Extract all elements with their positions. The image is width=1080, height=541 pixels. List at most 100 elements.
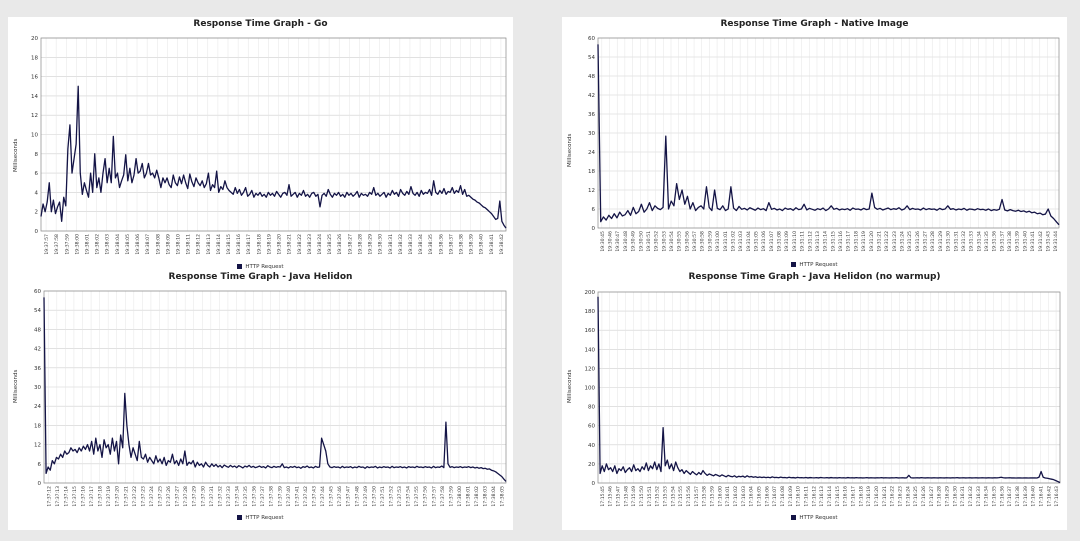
y-tick-label: 140 <box>585 347 596 353</box>
chart-title: Response Time Graph - Native Image <box>720 19 909 29</box>
chart-panel-native-image: Response Time Graph - Native Image Milli… <box>562 17 1067 273</box>
y-tick-label: 180 <box>585 309 596 315</box>
x-tick-label: 17:16:25 <box>913 486 919 507</box>
x-tick-label: 17:37:43 <box>312 486 318 507</box>
series-line <box>40 85 507 229</box>
x-tick-label: 19:38:12 <box>196 234 202 255</box>
legend-label: HTTP Request <box>245 515 284 521</box>
x-tick-label: 17:16:09 <box>788 486 794 507</box>
x-tick-label: 17:16:00 <box>717 486 723 507</box>
x-tick-label: 19:31:12 <box>807 231 813 252</box>
x-tick-label: 17:37:45 <box>329 486 335 507</box>
x-tick-label: 17:16:39 <box>1023 486 1029 507</box>
x-tick-label: 19:37:57 <box>44 234 50 255</box>
x-tick-label: 17:38:02 <box>474 486 480 507</box>
x-tick-label: 17:15:50 <box>639 486 645 507</box>
x-tick-label: 19:30:58 <box>700 231 706 252</box>
x-tick-label: 19:38:18 <box>256 234 262 255</box>
x-tick-label: 17:16:19 <box>866 486 872 507</box>
x-tick-label: 19:38:21 <box>287 234 293 255</box>
x-tick-label: 19:38:19 <box>266 234 272 255</box>
x-tick-label: 17:37:37 <box>260 486 266 507</box>
x-tick-label: 19:38:34 <box>418 234 424 255</box>
x-tick-label: 19:31:27 <box>923 231 929 252</box>
x-tick-label: 17:37:30 <box>200 486 206 507</box>
y-tick-label: 4 <box>35 190 39 196</box>
chart-title: Response Time Graph - Java Helidon <box>168 272 353 282</box>
x-tick-label: 19:38:37 <box>448 234 454 255</box>
x-tick-label: 19:38:11 <box>186 234 192 255</box>
chart-title: Response Time Graph - Java Helidon (no w… <box>688 272 941 282</box>
x-tick-label: 17:37:14 <box>63 486 69 507</box>
chart-plot: 0 2 4 6 8 10 12 14 16 18 20 19:37:57 19:37:58 19:37:5… <box>31 36 507 255</box>
x-tick-label: 19:31:00 <box>715 231 721 252</box>
y-tick-label: 120 <box>585 366 596 372</box>
x-tick-label: 19:38:14 <box>216 234 222 255</box>
x-tick-label: 17:37:42 <box>303 486 309 507</box>
y-tick-label: 12 <box>588 188 595 194</box>
x-tick-label: 19:31:34 <box>976 231 982 252</box>
chart-panel-java-helidon-no-warmup: Response Time Graph - Java Helidon (no w… <box>562 270 1067 530</box>
x-tick-label: 17:15:46 <box>608 486 614 507</box>
x-tick-label: 17:37:13 <box>55 486 61 507</box>
x-tick-label: 19:31:25 <box>907 231 913 252</box>
x-tick-label: 17:16:04 <box>749 486 755 507</box>
x-tick-label: 17:37:55 <box>414 486 420 507</box>
x-tick-label: 19:38:01 <box>84 234 90 255</box>
x-tick-label: 17:15:55 <box>678 486 684 507</box>
x-tick-label: 19:31:31 <box>953 231 959 252</box>
x-tick-label: 17:37:33 <box>226 486 232 507</box>
x-tick-label: 17:16:11 <box>804 486 810 507</box>
y-tick-label: 100 <box>585 386 596 392</box>
y-tick-label: 60 <box>588 36 595 42</box>
x-tick-label: 19:30:57 <box>692 231 698 252</box>
x-tick-label: 19:31:41 <box>1030 231 1036 252</box>
x-tick-label: 19:31:19 <box>861 231 867 252</box>
legend: HTTP Request <box>8 515 513 521</box>
x-tick-label: 17:16:20 <box>874 486 880 507</box>
x-tick-label: 19:38:00 <box>74 234 80 255</box>
x-tick-label: 17:16:03 <box>741 486 747 507</box>
y-tick-label: 36 <box>588 112 595 118</box>
plot-frame <box>597 37 1060 229</box>
x-tick-label: 17:37:32 <box>217 486 223 507</box>
x-tick-label: 19:38:04 <box>115 234 121 255</box>
y-tick-label: 12 <box>31 113 38 119</box>
x-tick-label: 17:16:18 <box>858 486 864 507</box>
x-tick-label: 19:38:28 <box>357 234 363 255</box>
x-tick-label: 19:38:25 <box>327 234 333 255</box>
x-tick-label: 17:16:16 <box>843 486 849 507</box>
x-tick-label: 19:31:28 <box>930 231 936 252</box>
x-tick-label: 19:38:13 <box>206 234 212 255</box>
x-tick-label: 17:38:01 <box>466 486 472 507</box>
x-tick-label: 17:37:50 <box>371 486 377 507</box>
x-tick-label: 17:15:52 <box>655 486 661 507</box>
x-tick-label: 17:15:47 <box>616 486 622 507</box>
x-tick-label: 17:16:42 <box>1046 486 1052 507</box>
plot-frame <box>43 290 507 484</box>
x-tick-label: 19:38:32 <box>398 234 404 255</box>
x-tick-label: 19:31:44 <box>1053 231 1059 252</box>
x-tick-label: 17:16:38 <box>1015 486 1021 507</box>
x-tick-label: 19:37:58 <box>54 234 60 255</box>
x-tick-label: 19:30:51 <box>646 231 652 252</box>
legend-label: HTTP Request <box>245 264 284 270</box>
x-tick-label: 17:37:41 <box>294 486 300 507</box>
x-tick-label: 19:31:23 <box>892 231 898 252</box>
x-tick-label: 19:31:02 <box>730 231 736 252</box>
x-tick-label: 17:16:14 <box>827 486 833 507</box>
x-tick-label: 19:31:11 <box>800 231 806 252</box>
x-tick-label: 17:37:44 <box>320 486 326 507</box>
x-tick-label: 17:37:24 <box>149 486 155 507</box>
x-tick-label: 19:38:31 <box>388 234 394 255</box>
x-tick-label: 19:31:06 <box>761 231 767 252</box>
plot-frame <box>597 291 1061 484</box>
x-tick-label: 17:37:54 <box>406 486 412 507</box>
y-tick-label: 60 <box>34 289 41 295</box>
x-tick-label: 19:38:26 <box>337 234 343 255</box>
x-tick-label: 17:16:30 <box>952 486 958 507</box>
y-tick-label: 12 <box>34 443 41 449</box>
y-tick-label: 8 <box>35 152 39 158</box>
x-tick-label: 19:31:16 <box>838 231 844 252</box>
